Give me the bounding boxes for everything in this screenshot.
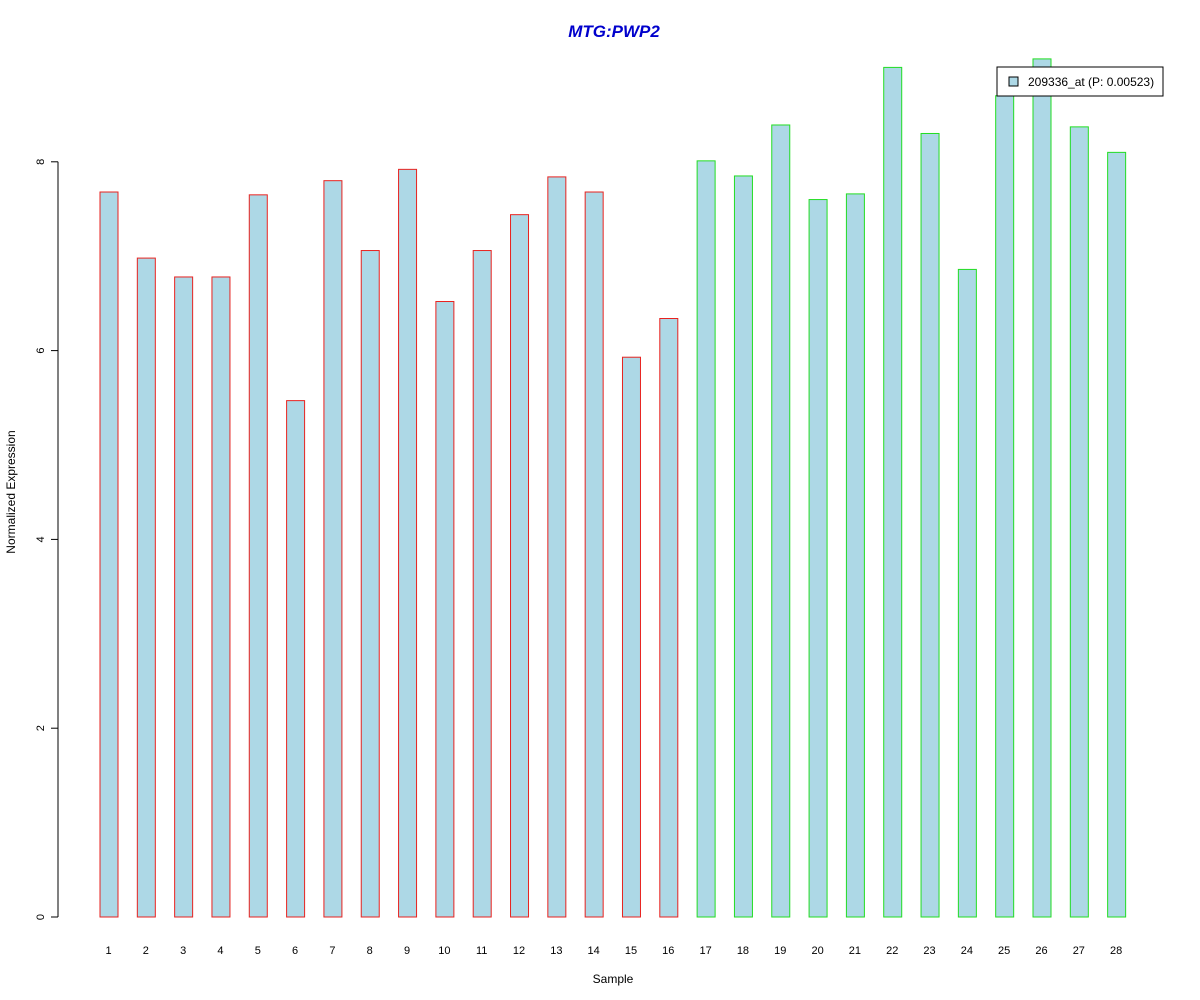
x-tick-label: 3: [180, 945, 186, 957]
x-tick-label: 24: [961, 945, 973, 957]
x-tick-label: 21: [849, 945, 861, 957]
bar-sample-3: [174, 276, 194, 918]
bar-sample-7: [323, 180, 343, 918]
y-tick-label: 8: [35, 159, 47, 165]
x-tick-label: 13: [550, 945, 562, 957]
legend-box: [996, 66, 1164, 97]
x-tick-label: 12: [513, 945, 525, 957]
bar-sample-25: [995, 95, 1015, 918]
bar-sample-9: [398, 168, 418, 918]
x-tick-label: 25: [998, 945, 1010, 957]
x-tick-label: 28: [1110, 945, 1122, 957]
x-tick-label: 7: [329, 945, 335, 957]
bar-sample-27: [1069, 126, 1089, 918]
x-tick-label: 11: [476, 945, 487, 957]
x-tick-label: 19: [774, 945, 786, 957]
x-tick-label: 10: [438, 945, 450, 957]
bar-sample-14: [584, 191, 604, 918]
x-tick-label: 22: [886, 945, 898, 957]
x-tick-label: 2: [143, 945, 149, 957]
bar-sample-12: [510, 214, 530, 918]
bar-sample-1: [99, 191, 119, 918]
bar-sample-22: [883, 66, 903, 918]
bar-sample-4: [211, 276, 231, 918]
x-tick-label: 14: [588, 945, 600, 957]
legend-label: 209336_at (P: 0.00523): [1028, 75, 1154, 89]
bar-sample-20: [808, 199, 828, 918]
x-tick-label: 20: [811, 945, 823, 957]
x-tick-label: 4: [217, 945, 223, 957]
x-tick-label: 6: [292, 945, 298, 957]
y-tick-label: 2: [35, 725, 47, 731]
x-tick-labels: 1 2 3 4 5 6 7 8 9 10 11 12 13 14 15 16 17 18 19 20 21 22 23 24 2…: [105, 945, 1122, 957]
legend-swatch: [1008, 76, 1019, 87]
bar-sample-17: [696, 160, 716, 918]
bar-sample-8: [360, 250, 380, 918]
bar-sample-28: [1107, 151, 1127, 918]
x-tick-label: 9: [404, 945, 410, 957]
bar-sample-18: [733, 175, 753, 918]
x-axis-label: Sample: [593, 972, 634, 986]
x-tick-label: 23: [923, 945, 935, 957]
y-tick-label: 6: [35, 348, 47, 354]
bar-sample-26: [1032, 58, 1052, 918]
bar-sample-5: [248, 194, 268, 918]
bar-sample-10: [435, 301, 455, 918]
chart-title: MTG:PWP2: [568, 22, 660, 41]
legend: 209336_at (P: 0.00523): [996, 66, 1164, 97]
bar-sample-15: [621, 356, 641, 918]
x-tick-label: 18: [737, 945, 749, 957]
bar-sample-19: [771, 124, 791, 918]
x-tick-label: 16: [662, 945, 674, 957]
x-tick-label: 27: [1073, 945, 1085, 957]
bar-sample-16: [659, 318, 679, 918]
bar-sample-24: [957, 268, 977, 918]
bar-sample-6: [286, 400, 306, 918]
x-tick-label: 26: [1035, 945, 1047, 957]
x-tick-label: 15: [625, 945, 637, 957]
x-tick-label: 1: [105, 945, 111, 957]
x-tick-label: 17: [699, 945, 711, 957]
bar-sample-2: [136, 257, 156, 918]
y-axis: 0 2 4 6 8: [35, 159, 59, 920]
bar-sample-21: [845, 193, 865, 918]
x-tick-label: 5: [255, 945, 261, 957]
bars: [99, 58, 1127, 918]
y-axis-label: Normalized Expression: [4, 430, 18, 553]
x-tick-label: 8: [367, 945, 373, 957]
bar-sample-23: [920, 132, 940, 918]
bar-sample-11: [472, 250, 492, 918]
y-tick-label: 4: [35, 536, 47, 542]
y-tick-label: 0: [35, 914, 47, 920]
bar-sample-13: [547, 176, 567, 918]
